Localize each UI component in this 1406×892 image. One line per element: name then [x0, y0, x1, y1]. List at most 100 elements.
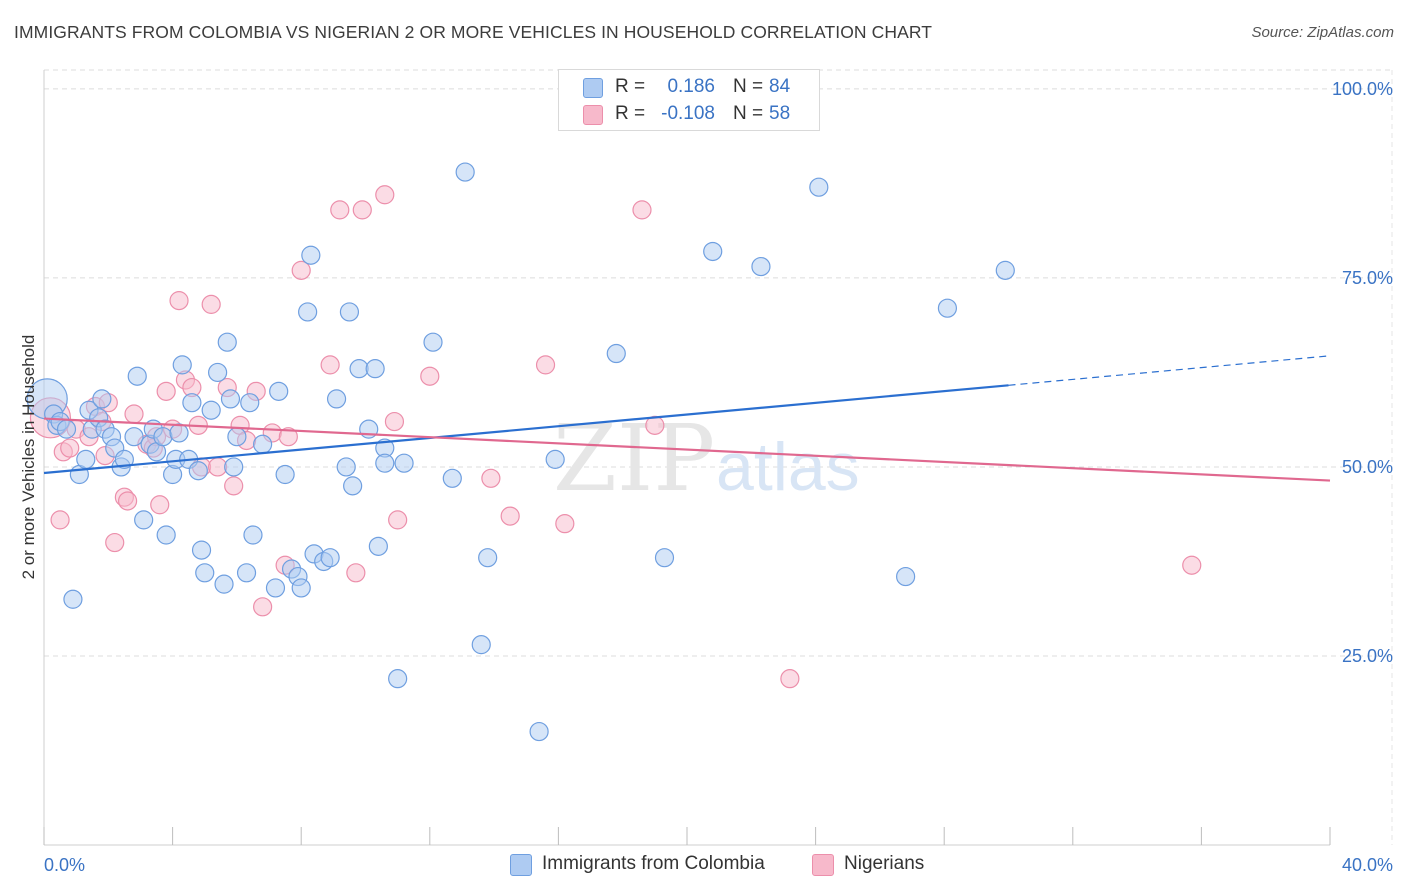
data-point	[253, 434, 273, 454]
data-point	[384, 411, 405, 432]
legend-r-label: R =	[615, 103, 646, 124]
data-point	[654, 548, 675, 568]
y-tick-labels: 25.0% 50.0% 75.0% 100.0%	[1332, 79, 1393, 666]
data-point	[124, 404, 144, 424]
bottom-legend-nigerians: Nigerians	[812, 852, 952, 876]
legend-n-value: 84	[769, 76, 791, 97]
data-point	[169, 423, 189, 443]
series-nigerians	[29, 185, 1202, 689]
data-point	[320, 548, 340, 568]
data-point	[780, 669, 800, 689]
data-point	[545, 449, 565, 469]
data-point	[478, 548, 498, 568]
data-point	[896, 566, 916, 587]
data-point	[320, 355, 340, 375]
data-point	[150, 495, 170, 515]
y-tick-label: 100.0%	[1332, 79, 1393, 99]
chart-title: IMMIGRANTS FROM COLOMBIA VS NIGERIAN 2 O…	[14, 22, 933, 42]
y-axis-label: 2 or more Vehicles in Household	[19, 335, 38, 580]
data-point	[388, 510, 408, 530]
bottom-legend-colombia: Immigrants from Colombia	[510, 852, 790, 876]
data-point	[301, 245, 321, 265]
data-point	[195, 563, 215, 583]
data-point	[703, 241, 723, 262]
data-point	[388, 669, 408, 689]
data-point	[224, 457, 244, 477]
data-point	[220, 389, 241, 409]
data-point	[343, 476, 363, 496]
y-tick-label: 50.0%	[1342, 457, 1393, 477]
data-point	[606, 343, 626, 364]
data-point	[227, 427, 247, 447]
data-point	[339, 302, 360, 322]
correlation-legend: R = 0.186 N = 84 R = -0.108 N = 58	[558, 69, 820, 131]
data-point	[330, 200, 350, 220]
data-point	[937, 298, 958, 318]
data-point	[188, 461, 208, 481]
data-point	[201, 400, 221, 420]
trend-line	[43, 384, 1009, 475]
data-point	[240, 393, 260, 413]
data-point	[253, 597, 273, 617]
data-point	[63, 589, 83, 609]
data-point	[191, 540, 212, 560]
legend-n-label: N =	[733, 103, 764, 124]
data-point	[105, 532, 125, 553]
bottom-legend-label-colombia: Immigrants from Colombia	[542, 853, 765, 874]
bottom-legend-swatch-nigerians	[812, 854, 834, 876]
data-point	[124, 427, 144, 447]
data-point	[365, 359, 385, 379]
data-point	[500, 506, 520, 526]
data-point	[76, 449, 96, 469]
legend-n-label: N =	[733, 76, 764, 97]
legend-swatch-nigerians	[583, 105, 603, 125]
legend-r-label: R =	[615, 76, 646, 97]
data-point	[201, 294, 221, 314]
data-point	[375, 185, 395, 205]
data-point	[92, 389, 112, 409]
watermark-atlas: atlas	[716, 429, 860, 505]
data-point	[1182, 555, 1202, 575]
data-point	[442, 468, 462, 488]
legend-n-value: 58	[769, 103, 791, 124]
data-point	[481, 468, 501, 488]
data-point	[214, 574, 234, 594]
x-axis-ticks	[43, 827, 1331, 845]
x-tick-label-min: 0.0%	[44, 855, 85, 875]
bottom-legend-label-nigerians: Nigerians	[844, 853, 925, 874]
data-point	[336, 457, 356, 477]
data-point	[243, 525, 263, 545]
data-point	[50, 510, 70, 530]
x-tick-label-max: 40.0%	[1342, 855, 1393, 875]
data-point	[236, 563, 257, 583]
data-point	[172, 355, 192, 375]
data-point	[298, 302, 318, 322]
data-point	[352, 200, 372, 220]
data-point	[60, 438, 80, 458]
data-point	[269, 381, 289, 401]
legend-r-value: -0.108	[661, 103, 715, 124]
data-point	[291, 260, 311, 280]
data-point	[127, 366, 147, 386]
y-tick-label: 75.0%	[1342, 268, 1393, 288]
watermark-zip: ZIP	[553, 405, 715, 512]
data-point	[394, 453, 414, 473]
data-point	[224, 476, 244, 496]
data-point	[349, 359, 369, 379]
data-point	[208, 362, 228, 383]
bottom-legend-swatch-colombia	[510, 854, 532, 876]
data-point	[169, 291, 189, 311]
data-point	[809, 177, 829, 197]
data-point	[751, 256, 771, 277]
data-point	[56, 419, 77, 439]
legend-r-value: 0.186	[667, 76, 715, 97]
data-point	[208, 457, 228, 477]
data-point	[291, 578, 311, 598]
data-point	[265, 578, 286, 598]
data-point	[471, 635, 491, 655]
data-point	[555, 514, 575, 534]
legend-row-nigerians: R = -0.108 N = 58	[559, 102, 819, 128]
data-point	[275, 464, 295, 485]
data-point	[423, 332, 443, 352]
